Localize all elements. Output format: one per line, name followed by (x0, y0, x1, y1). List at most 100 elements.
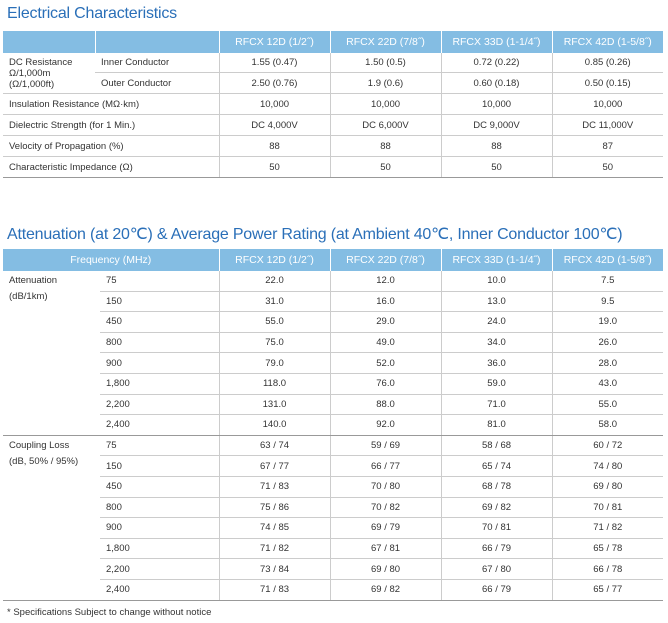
table-row: DC Resistance Ω/1,000m (Ω/1,000ft) Inner… (3, 53, 663, 94)
column-header: RFCX 33D (1-1/4˝) (440, 31, 552, 53)
cell-value: 69 / 79 (329, 517, 442, 539)
cell-value: 71 / 83 (218, 579, 331, 601)
cell-value: 31.0 (218, 291, 331, 313)
cell-value: 74 / 85 (218, 517, 331, 539)
cell-value: 131.0 (218, 394, 331, 416)
cell-value: 0.60 (0.18) (440, 72, 552, 94)
cell-value: 88 (329, 135, 441, 157)
table-row: 150 67 / 77 66 / 77 65 / 74 74 / 80 (3, 455, 664, 477)
cell-value: 69 / 82 (440, 497, 553, 519)
cell-value: 88.0 (329, 394, 442, 416)
cell-value: 36.0 (440, 352, 553, 374)
cell-value: 1.50 (0.5) (329, 53, 441, 73)
cell-value: 7.5 (551, 271, 664, 292)
row-label: Velocity of Propagation (%) (3, 135, 219, 157)
cell-value: 74 / 80 (551, 455, 664, 477)
table-row: 450 71 / 83 70 / 80 68 / 78 69 / 80 (3, 476, 664, 498)
row-label: Outer Conductor (95, 72, 219, 94)
cell-value: 65 / 74 (440, 455, 553, 477)
cell-value: 71 / 83 (218, 476, 331, 498)
row-label: Characteristic Impedance (Ω) (3, 156, 219, 178)
table-row: 800 75 / 86 70 / 82 69 / 82 70 / 81 (3, 497, 664, 519)
table-row: 900 74 / 85 69 / 79 70 / 81 71 / 82 (3, 517, 664, 539)
cell-value: 10,000 (329, 93, 441, 115)
attenuation-title: Attenuation (at 20℃) & Average Power Rat… (7, 226, 623, 243)
frequency-cell: 150 (100, 455, 220, 477)
table-row: 2,200 73 / 84 69 / 80 67 / 80 66 / 78 (3, 558, 664, 580)
cell-value: 2.50 (0.76) (218, 72, 330, 94)
cell-value: 58.0 (551, 414, 664, 436)
cell-value: 16.0 (329, 291, 442, 313)
cell-value: 34.0 (440, 332, 553, 354)
cell-value: 24.0 (440, 311, 553, 333)
cell-value: 59 / 69 (329, 435, 442, 457)
frequency-cell: 1,800 (100, 373, 220, 395)
cell-value: 19.0 (551, 311, 664, 333)
column-header: RFCX 12D (1/2˝) (218, 249, 331, 271)
table-row: 900 79.0 52.0 36.0 28.0 (3, 352, 664, 374)
cell-value: 10.0 (440, 271, 553, 292)
cell-value: 0.50 (0.15) (551, 72, 663, 94)
electrical-characteristics-table: RFCX 12D (1/2˝) RFCX 22D (7/8˝) RFCX 33D… (3, 31, 663, 178)
cell-value: 71 / 82 (218, 538, 331, 560)
cell-value: 58 / 68 (440, 435, 553, 457)
cell-value: 9.5 (551, 291, 664, 313)
cell-value: 49.0 (329, 332, 442, 354)
group-label-line: (dB/1km) (9, 291, 48, 302)
frequency-cell: 2,200 (100, 394, 220, 416)
table-header-row: Frequency (MHz) RFCX 12D (1/2˝) RFCX 22D… (3, 249, 664, 271)
cell-value: 29.0 (329, 311, 442, 333)
table-header-row: RFCX 12D (1/2˝) RFCX 22D (7/8˝) RFCX 33D… (3, 31, 663, 53)
table-row: 1,800 118.0 76.0 59.0 43.0 (3, 373, 664, 395)
table-row: Velocity of Propagation (%) 88 88 88 87 (3, 135, 663, 157)
cell-value: 10,000 (440, 93, 552, 115)
frequency-cell: 75 (100, 271, 220, 292)
header-blank (94, 31, 219, 53)
cell-value: 68 / 78 (440, 476, 553, 498)
cell-value: 63 / 74 (218, 435, 331, 457)
cell-value: 69 / 80 (329, 558, 442, 580)
table-row: 450 55.0 29.0 24.0 19.0 (3, 311, 664, 333)
cell-value: DC 9,000V (440, 114, 552, 136)
frequency-cell: 450 (100, 311, 220, 333)
cell-value: 66 / 78 (551, 558, 664, 580)
frequency-header: Frequency (MHz) (3, 249, 220, 271)
group-label-line: Ω/1,000m (9, 68, 51, 79)
group-label-line: (dB, 50% / 95%) (9, 455, 79, 467)
frequency-cell: 1,800 (100, 538, 220, 560)
row-label: Insulation Resistance (MΩ·km) (3, 93, 219, 115)
cell-value: DC 11,000V (551, 114, 663, 136)
cell-value: 87 (551, 135, 663, 157)
cell-value: 76.0 (329, 373, 442, 395)
cell-value: 70 / 81 (551, 497, 664, 519)
cell-value: 59.0 (440, 373, 553, 395)
dc-resistance-group-label: DC Resistance Ω/1,000m (Ω/1,000ft) (3, 53, 95, 94)
cell-value: 60 / 72 (551, 435, 664, 457)
table-row: 2,400 71 / 83 69 / 82 66 / 79 65 / 77 (3, 579, 664, 601)
frequency-cell: 2,200 (100, 558, 220, 580)
cell-value: 75.0 (218, 332, 331, 354)
table-row: Outer Conductor 2.50 (0.76) 1.9 (0.6) 0.… (3, 72, 663, 94)
cell-value: 92.0 (329, 414, 442, 436)
frequency-cell: 450 (100, 476, 220, 498)
cell-value: 50 (551, 156, 663, 178)
cell-value: 50 (329, 156, 441, 178)
cell-value: 22.0 (218, 271, 331, 292)
cell-value: 69 / 80 (551, 476, 664, 498)
table-row: 800 75.0 49.0 34.0 26.0 (3, 332, 664, 354)
table-row: 2,400 140.0 92.0 81.0 58.0 (3, 414, 664, 436)
frequency-cell: 900 (100, 352, 220, 374)
group-label-line: Coupling Loss (9, 439, 70, 451)
cell-value: 67 / 81 (329, 538, 442, 560)
table-row: 2,200 131.0 88.0 71.0 55.0 (3, 394, 664, 416)
attenuation-table-body: Attenuation (dB/1km) 75 22.0 12.0 10.0 7.5 150 3… (3, 271, 664, 601)
table-row: Insulation Resistance (MΩ·km) 10,000 10,… (3, 93, 663, 115)
group-label-line: DC Resistance (9, 57, 73, 68)
cell-value: 26.0 (551, 332, 664, 354)
group-label: Coupling Loss (dB, 50% / 95%) (3, 435, 100, 601)
attenuation-table: Frequency (MHz) RFCX 12D (1/2˝) RFCX 22D… (3, 249, 664, 601)
frequency-cell: 150 (100, 291, 220, 313)
cell-value: 79.0 (218, 352, 331, 374)
column-header: RFCX 22D (7/8˝) (329, 31, 441, 53)
cell-value: 71 / 82 (551, 517, 664, 539)
